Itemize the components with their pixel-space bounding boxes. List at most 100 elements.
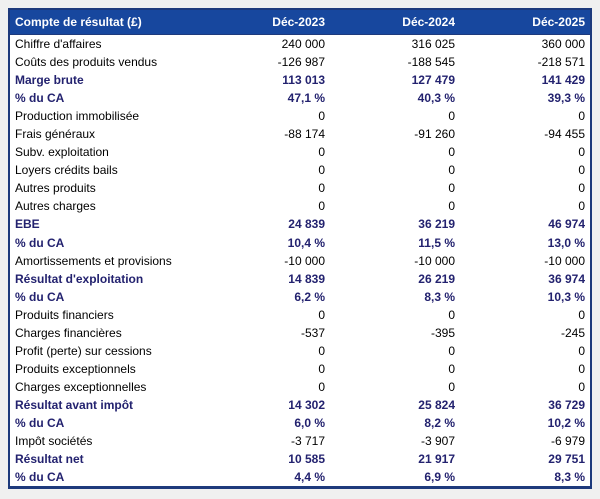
table-row: Amortissements et provisions -10 000 -10 0… [10,252,590,270]
table-row: % du CA 47,1 % 40,3 % 39,3 % [10,89,590,107]
row-value: 0 [448,199,455,214]
row-label: Loyers crédits bails [15,163,118,178]
header-period-dec-2025: Déc-2025 [460,10,590,35]
row-value: 0 [578,199,585,214]
table-row: Résultat net 10 585 21 917 29 751 [10,450,590,468]
table-row: % du CA 10,4 % 11,5 % 13,0 % [10,233,590,251]
row-value: -94 455 [544,127,585,142]
table-row: Résultat avant impôt 14 302 25 824 36 729 [10,396,590,414]
row-value: -88 174 [284,127,325,142]
row-value: 113 013 [282,73,325,88]
table-row: Charges financières -537 -395 -245 [10,324,590,342]
table-row: Résultat d'exploitation 14 839 26 219 36 97… [10,270,590,288]
header-period-dec-2024: Déc-2024 [330,10,460,35]
row-label: EBE [15,217,40,232]
row-label: Autres produits [15,181,96,196]
row-value: 141 429 [541,73,585,88]
row-label: % du CA [15,289,65,304]
header-period-dec-2023: Déc-2023 [200,10,330,35]
row-label: Amortissements et provisions [15,253,172,268]
row-label: % du CA [15,469,65,484]
row-value: 0 [578,163,585,178]
row-value: 0 [318,145,325,160]
row-label: Coûts des produits vendus [15,55,158,70]
table-row: % du CA 6,0 % 8,2 % 10,2 % [10,414,590,432]
row-value: 47,1 % [287,91,325,106]
row-value: 10,2 % [547,415,585,430]
header-row: Compte de résultat (£) Déc-2023 Déc-2024… [10,10,590,35]
header-title-cell: Compte de résultat (£) [10,10,200,35]
row-value: -188 545 [407,55,455,70]
row-value: -126 987 [277,55,325,70]
row-value: 21 917 [418,451,455,466]
row-value: 0 [578,307,585,322]
row-value: 8,2 % [424,415,455,430]
row-value: 10,4 % [287,235,325,250]
row-value: 25 824 [418,397,455,412]
row-value: 0 [318,163,325,178]
row-label: Production immobilisée [15,109,140,124]
row-value: 24 839 [288,217,325,232]
row-value: 316 025 [411,37,455,52]
row-value: -395 [430,325,455,340]
row-value: -537 [300,325,325,340]
table-row: % du CA 6,2 % 8,3 % 10,3 % [10,288,590,306]
row-label: % du CA [15,415,65,430]
row-value: 36 974 [548,271,585,286]
row-value: 0 [578,379,585,394]
row-value: 8,3 % [424,289,455,304]
row-value: 40,3 % [417,91,455,106]
row-value: 127 479 [411,73,455,88]
row-value: 0 [578,181,585,196]
row-value: 0 [578,145,585,160]
row-value: 0 [318,343,325,358]
row-value: 6,9 % [424,469,455,484]
table-row: Autres produits 0 0 0 [10,179,590,197]
table-row: Profit (perte) sur cessions 0 0 0 [10,342,590,360]
table-row: Frais généraux -88 174 -91 260 -94 455 [10,125,590,143]
row-value: 0 [318,379,325,394]
row-value: 14 302 [288,397,325,412]
row-label: Impôt sociétés [15,433,93,448]
row-value: 0 [448,163,455,178]
row-label: Subv. exploitation [15,145,109,160]
row-label: Frais généraux [15,127,96,142]
row-value: 8,3 % [554,469,585,484]
row-label: Chiffre d'affaires [15,37,102,52]
row-label: % du CA [15,91,65,106]
table-header: Compte de résultat (£) Déc-2023 Déc-2024… [10,10,590,35]
row-value: 0 [448,361,455,376]
table-row: Produits financiers 0 0 0 [10,306,590,324]
row-value: -91 260 [414,127,455,142]
income-statement-table: Compte de résultat (£) Déc-2023 Déc-2024… [8,8,592,489]
row-value: 0 [578,343,585,358]
row-value: -10 000 [284,253,325,268]
row-value: 0 [318,199,325,214]
row-value: 0 [448,379,455,394]
row-value: 36 219 [418,217,455,232]
row-label: Résultat net [15,451,84,466]
row-value: 360 000 [541,37,585,52]
row-value: 0 [318,109,325,124]
row-label: Profit (perte) sur cessions [15,343,152,358]
row-value: 13,0 % [547,235,585,250]
row-value: 0 [448,307,455,322]
row-value: -10 000 [414,253,455,268]
row-value: 46 974 [548,217,585,232]
row-value: 14 839 [288,271,325,286]
row-label: Produits financiers [15,307,114,322]
row-value: 0 [448,109,455,124]
row-value: -3 907 [420,433,455,448]
row-label: Charges exceptionnelles [15,379,147,394]
row-value: 26 219 [418,271,455,286]
table-row: Marge brute 113 013 127 479 141 429 [10,71,590,89]
table-row: % du CA 4,4 % 6,9 % 8,3 % [10,468,590,486]
table-row: Charges exceptionnelles 0 0 0 [10,378,590,396]
row-value: 0 [448,343,455,358]
table-row: Chiffre d'affaires 240 000 316 025 360 000 [10,35,590,54]
table-row: Loyers crédits bails 0 0 0 [10,161,590,179]
row-label: Autres charges [15,199,96,214]
row-value: 36 729 [548,397,585,412]
row-value: 0 [448,145,455,160]
